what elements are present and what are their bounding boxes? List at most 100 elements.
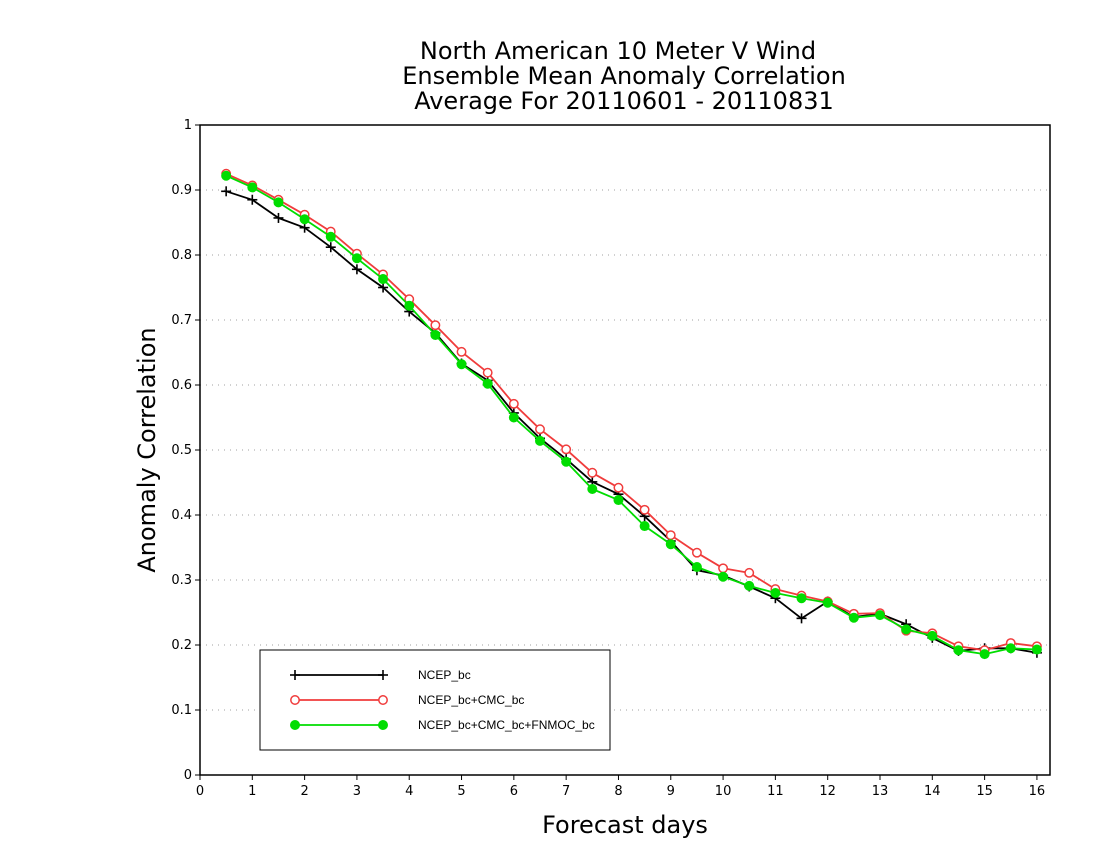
x-tick-label: 13 [872,784,889,799]
series-line [225,172,1038,652]
data-point [796,613,807,624]
data-point [561,444,572,455]
legend: NCEP_bc NCEP_bc+CMC_bc NCEP_bc+CMC_bc+FNMO… [259,649,611,751]
data-point [1005,643,1016,654]
y-tick-label: 0.2 [171,638,192,653]
data-point [482,378,493,389]
y-tick-label: 0.4 [171,508,192,523]
y-tick-label: 0.6 [171,378,192,393]
data-point [953,645,964,656]
x-tick-label: 0 [196,784,204,799]
data-point [848,612,859,623]
x-tick-label: 9 [667,784,675,799]
title-line-1: North American 10 Meter V Wind [420,37,816,65]
y-axis-label: Anomaly Correlation [133,327,161,572]
series-1 [221,186,1042,658]
data-point [639,521,650,532]
data-point [770,588,781,598]
y-tick-label: 0.9 [171,183,192,198]
data-point [299,222,310,233]
data-point [613,495,624,506]
y-tick-label: 0.1 [171,703,192,718]
series-line [225,190,1038,654]
data-point [901,624,912,635]
x-tick-label: 3 [353,784,361,799]
legend-marker [290,695,300,705]
data-point [221,186,232,197]
data-point [378,282,389,293]
data-point [299,214,310,225]
chart-title: North American 10 Meter V Wind Ensemble … [402,37,846,115]
series-3 [221,170,1042,660]
x-tick-label: 12 [819,784,836,799]
data-point [796,593,807,604]
data-point [456,359,467,370]
data-point [691,547,702,558]
x-tick-label: 1 [248,784,256,799]
x-tick-label: 11 [767,784,784,799]
data-point [718,563,729,574]
data-point [665,539,676,550]
legend-label: NCEP_bc [418,668,471,682]
y-tick-label: 0.5 [171,443,192,458]
title-line-3: Average For 20110601 - 20110831 [414,87,834,115]
data-point [691,562,702,572]
data-point [979,649,990,660]
y-tick-label: 0.3 [171,573,192,588]
x-tick-label: 8 [614,784,622,799]
data-point [587,484,598,494]
data-point [535,435,545,446]
data-point [430,329,441,340]
x-tick-label: 14 [924,784,941,799]
data-point [508,398,519,409]
legend-marker [378,670,388,680]
series-layer [221,168,1042,660]
data-point [744,580,755,591]
x-tick-label: 2 [300,784,308,799]
legend-marker [290,670,300,680]
data-point [744,567,755,578]
y-tick-label: 0 [184,768,192,783]
data-point [430,320,441,331]
data-point [561,456,572,467]
data-point [587,467,598,478]
y-tick-label: 1 [184,118,192,133]
legend-marker [290,720,300,730]
data-point [325,231,336,242]
data-point [325,242,336,253]
legend-marker [378,720,388,730]
data-point [822,597,833,608]
data-point [508,412,519,423]
data-point [927,630,938,641]
data-point [404,300,415,311]
data-point [1031,644,1042,655]
title-line-2: Ensemble Mean Anomaly Correlation [402,62,846,90]
legend-item: NCEP_bc [290,668,471,682]
legend-item: NCEP_bc+CMC_bc+FNMOC_bc [290,718,595,732]
x-tick-label: 4 [405,784,413,799]
legend-label: NCEP_bc+CMC_bc [418,693,524,707]
data-point [456,346,467,357]
data-point [378,274,389,285]
y-axis: 0 0.1 0.2 0.3 0.4 0.5 0.6 0.7 0.8 0.9 1 [171,118,200,783]
data-point [535,424,545,435]
series-line [225,174,1037,655]
y-tick-label: 0.7 [171,313,192,328]
data-point [639,504,650,515]
data-point [351,253,362,264]
legend-label: NCEP_bc+CMC_bc+FNMOC_bc [418,718,595,732]
data-point [351,264,362,275]
x-axis: 0 1 2 3 4 5 6 7 8 9 10 11 12 13 14 15 16 [196,775,1045,799]
x-tick-label: 5 [457,784,465,799]
legend-item: NCEP_bc+CMC_bc [290,693,524,707]
data-point [221,170,232,181]
x-tick-label: 6 [510,784,518,799]
legend-marker [378,695,388,705]
x-tick-label: 15 [976,784,993,799]
data-point [482,367,493,378]
y-tick-label: 0.8 [171,248,192,263]
data-point [273,212,284,223]
data-point [875,610,885,621]
x-tick-label: 10 [715,784,732,799]
